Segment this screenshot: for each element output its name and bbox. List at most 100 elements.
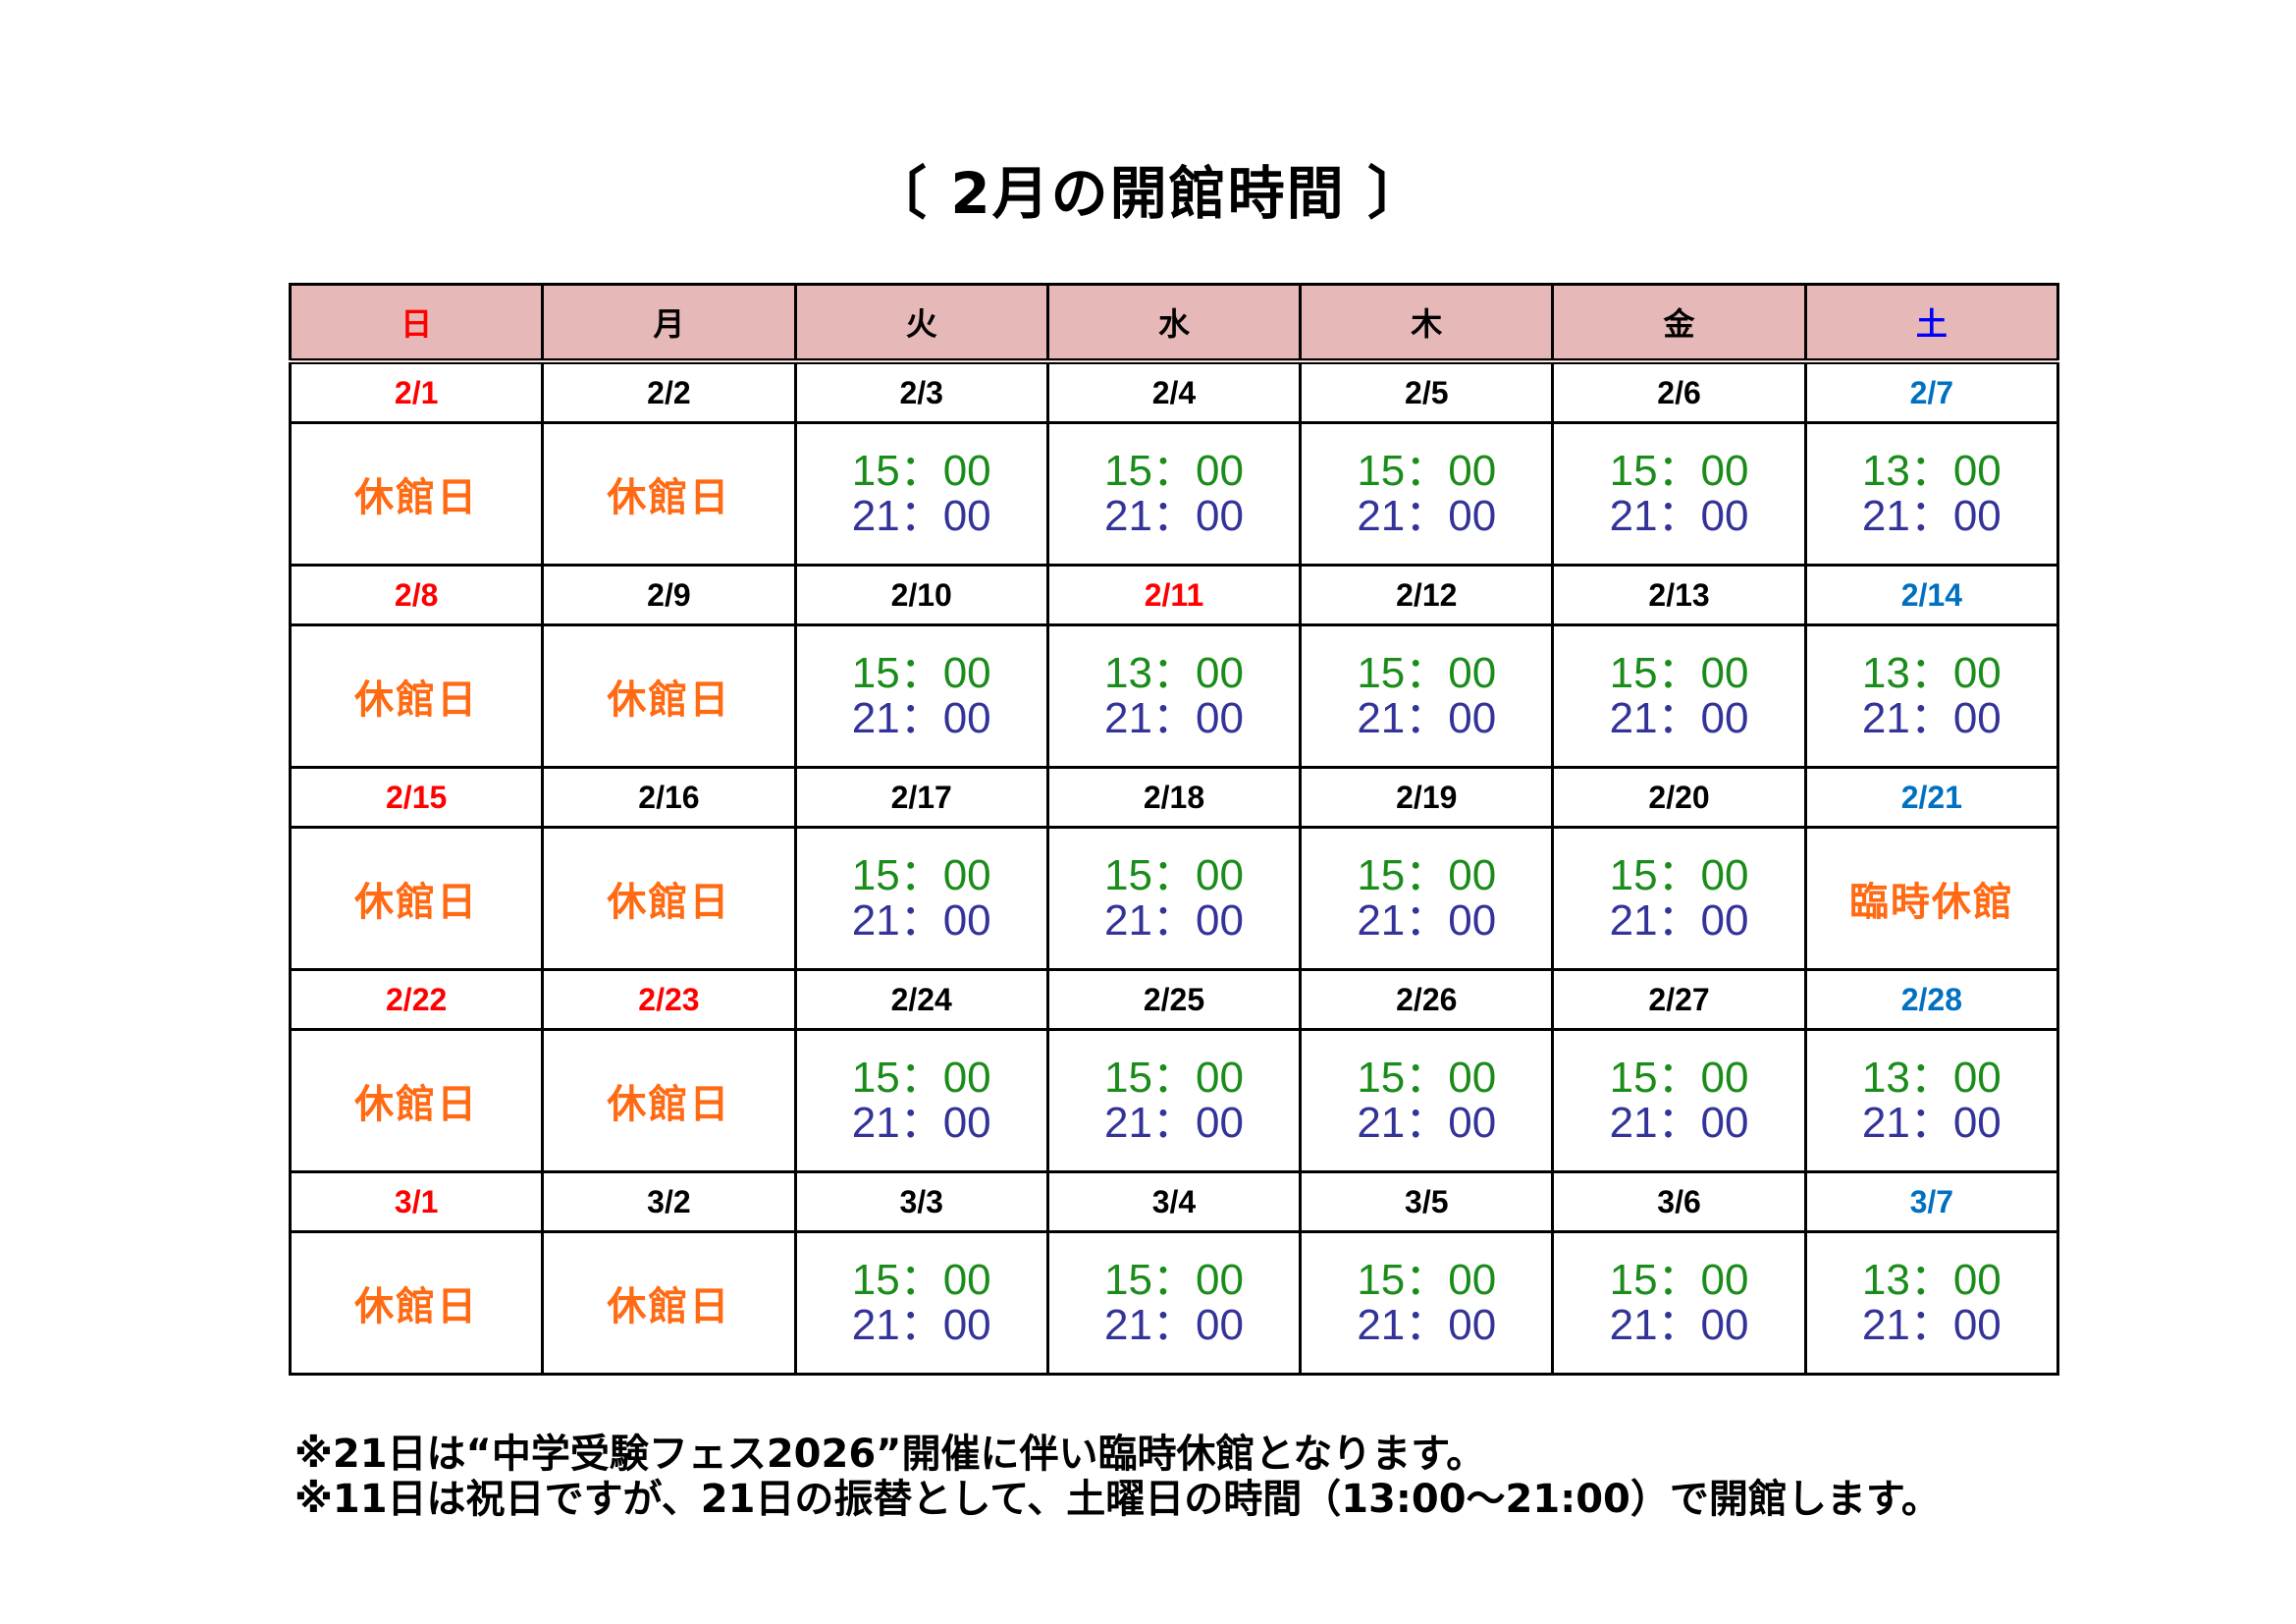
date-cell: 2/12 bbox=[1299, 564, 1555, 626]
notes: ※21日は“中学受験フェス2026”開催に伴い臨時休館となります。 ※11日は祝… bbox=[294, 1432, 1941, 1522]
closing-time: 21：00 bbox=[1104, 492, 1244, 540]
opening-time: 15：00 bbox=[1609, 447, 1749, 495]
hours-cell: 15：00 21：00 bbox=[1299, 421, 1555, 567]
hours-cell: 13：00 21：00 bbox=[1803, 623, 2060, 769]
date-cell: 2/25 bbox=[1045, 968, 1303, 1031]
date-cell: 3/6 bbox=[1551, 1170, 1807, 1233]
hours-row: 休館日 休館日 15：00 21：00 15：00 21：00 15：00 21：00 15：0… bbox=[288, 1230, 2060, 1376]
date-cell: 3/2 bbox=[541, 1170, 797, 1233]
opening-time: 13：00 bbox=[1861, 447, 2002, 495]
closing-time: 21：00 bbox=[1609, 1301, 1749, 1349]
hours-cell: 13：00 21：00 bbox=[1803, 421, 2060, 567]
opening-time: 15：00 bbox=[1357, 1054, 1497, 1102]
weekday-header: 火 bbox=[793, 283, 1049, 364]
hours-row: 休館日 休館日 15：00 21：00 15：00 21：00 15：00 21：00 15：0… bbox=[288, 1028, 2060, 1173]
date-cell: 2/4 bbox=[1045, 359, 1303, 424]
opening-time: 15：00 bbox=[1609, 1256, 1749, 1304]
closed-label: 休館日 bbox=[607, 677, 731, 723]
date-row: 2/15 2/16 2/17 2/18 2/19 2/20 2/21 bbox=[288, 766, 2060, 829]
closed-label: 休館日 bbox=[354, 1082, 479, 1127]
page-title: 〔 2月の開館時間 〕 bbox=[870, 160, 1426, 227]
weekday-header: 土 bbox=[1803, 283, 2060, 364]
date-cell: 3/1 bbox=[288, 1170, 545, 1233]
hours-cell: 休館日 bbox=[541, 421, 797, 567]
date-cell: 2/22 bbox=[288, 968, 545, 1031]
date-cell: 3/7 bbox=[1803, 1170, 2060, 1233]
date-row: 3/1 3/2 3/3 3/4 3/5 3/6 3/7 bbox=[288, 1170, 2060, 1233]
opening-hours-calendar: 日月火水木金土 2/1 2/2 2/3 2/4 2/5 2/6 2/7 休館日 休館日 15：00… bbox=[288, 283, 2060, 1376]
hours-cell: 休館日 bbox=[288, 421, 545, 567]
opening-time: 13：00 bbox=[1861, 649, 2002, 697]
date-cell: 2/24 bbox=[793, 968, 1049, 1031]
hours-cell: 15：00 21：00 bbox=[793, 1230, 1049, 1376]
date-cell: 2/5 bbox=[1299, 359, 1555, 424]
opening-time: 15：00 bbox=[851, 851, 991, 899]
closing-time: 21：00 bbox=[851, 1099, 991, 1147]
weekday-header: 木 bbox=[1299, 283, 1555, 364]
closing-time: 21：00 bbox=[1609, 492, 1749, 540]
date-cell: 2/18 bbox=[1045, 766, 1303, 829]
hours-cell: 15：00 21：00 bbox=[1299, 623, 1555, 769]
closed-label: 休館日 bbox=[607, 475, 731, 520]
hours-cell: 休館日 bbox=[541, 1028, 797, 1173]
hours-row: 休館日 休館日 15：00 21：00 13：00 21：00 15：00 21：00 15：0… bbox=[288, 623, 2060, 769]
hours-cell: 臨時休館 bbox=[1803, 826, 2060, 971]
hours-cell: 休館日 bbox=[288, 1230, 545, 1376]
date-cell: 3/3 bbox=[793, 1170, 1049, 1233]
hours-cell: 15：00 21：00 bbox=[793, 826, 1049, 971]
opening-time: 15：00 bbox=[851, 1054, 991, 1102]
hours-cell: 15：00 21：00 bbox=[1551, 1028, 1807, 1173]
closing-time: 21：00 bbox=[1609, 1099, 1749, 1147]
hours-cell: 15：00 21：00 bbox=[1299, 1230, 1555, 1376]
hours-cell: 休館日 bbox=[288, 623, 545, 769]
closing-time: 21：00 bbox=[1104, 1301, 1244, 1349]
closed-label: 臨時休館 bbox=[1848, 880, 2014, 925]
closing-time: 21：00 bbox=[851, 492, 991, 540]
closed-label: 休館日 bbox=[354, 1284, 479, 1329]
closing-time: 21：00 bbox=[1357, 1099, 1497, 1147]
opening-time: 15：00 bbox=[851, 447, 991, 495]
hours-cell: 15：00 21：00 bbox=[793, 1028, 1049, 1173]
closed-label: 休館日 bbox=[354, 677, 479, 723]
closing-time: 21：00 bbox=[1861, 694, 2002, 742]
closing-time: 21：00 bbox=[1104, 1099, 1244, 1147]
weekday-header: 月 bbox=[541, 283, 797, 364]
closing-time: 21：00 bbox=[1357, 1301, 1497, 1349]
opening-time: 15：00 bbox=[1357, 447, 1497, 495]
opening-time: 15：00 bbox=[1104, 1054, 1244, 1102]
hours-cell: 15：00 21：00 bbox=[1045, 826, 1303, 971]
opening-time: 15：00 bbox=[1357, 649, 1497, 697]
date-row: 2/22 2/23 2/24 2/25 2/26 2/27 2/28 bbox=[288, 968, 2060, 1031]
date-cell: 2/14 bbox=[1803, 564, 2060, 626]
closing-time: 21：00 bbox=[851, 694, 991, 742]
opening-time: 15：00 bbox=[1609, 1054, 1749, 1102]
closed-label: 休館日 bbox=[354, 880, 479, 925]
date-cell: 2/8 bbox=[288, 564, 545, 626]
hours-row: 休館日 休館日 15：00 21：00 15：00 21：00 15：00 21：00 15：0… bbox=[288, 826, 2060, 971]
hours-cell: 15：00 21：00 bbox=[1299, 826, 1555, 971]
hours-cell: 13：00 21：00 bbox=[1803, 1230, 2060, 1376]
closing-time: 21：00 bbox=[1861, 492, 2002, 540]
date-cell: 2/21 bbox=[1803, 766, 2060, 829]
opening-time: 15：00 bbox=[1609, 851, 1749, 899]
closing-time: 21：00 bbox=[851, 896, 991, 945]
date-cell: 2/28 bbox=[1803, 968, 2060, 1031]
hours-cell: 休館日 bbox=[541, 1230, 797, 1376]
opening-time: 13：00 bbox=[1104, 649, 1244, 697]
closing-time: 21：00 bbox=[1357, 492, 1497, 540]
opening-time: 13：00 bbox=[1861, 1256, 2002, 1304]
date-cell: 2/11 bbox=[1045, 564, 1303, 626]
closed-label: 休館日 bbox=[607, 1082, 731, 1127]
date-cell: 2/26 bbox=[1299, 968, 1555, 1031]
closing-time: 21：00 bbox=[1861, 1099, 2002, 1147]
opening-time: 15：00 bbox=[1104, 851, 1244, 899]
hours-cell: 15：00 21：00 bbox=[1551, 826, 1807, 971]
closing-time: 21：00 bbox=[851, 1301, 991, 1349]
date-cell: 2/6 bbox=[1551, 359, 1807, 424]
hours-cell: 13：00 21：00 bbox=[1045, 623, 1303, 769]
weekday-header: 水 bbox=[1045, 283, 1303, 364]
weekday-header: 金 bbox=[1551, 283, 1807, 364]
date-row: 2/8 2/9 2/10 2/11 2/12 2/13 2/14 bbox=[288, 564, 2060, 626]
closing-time: 21：00 bbox=[1861, 1301, 2002, 1349]
hours-cell: 15：00 21：00 bbox=[1299, 1028, 1555, 1173]
